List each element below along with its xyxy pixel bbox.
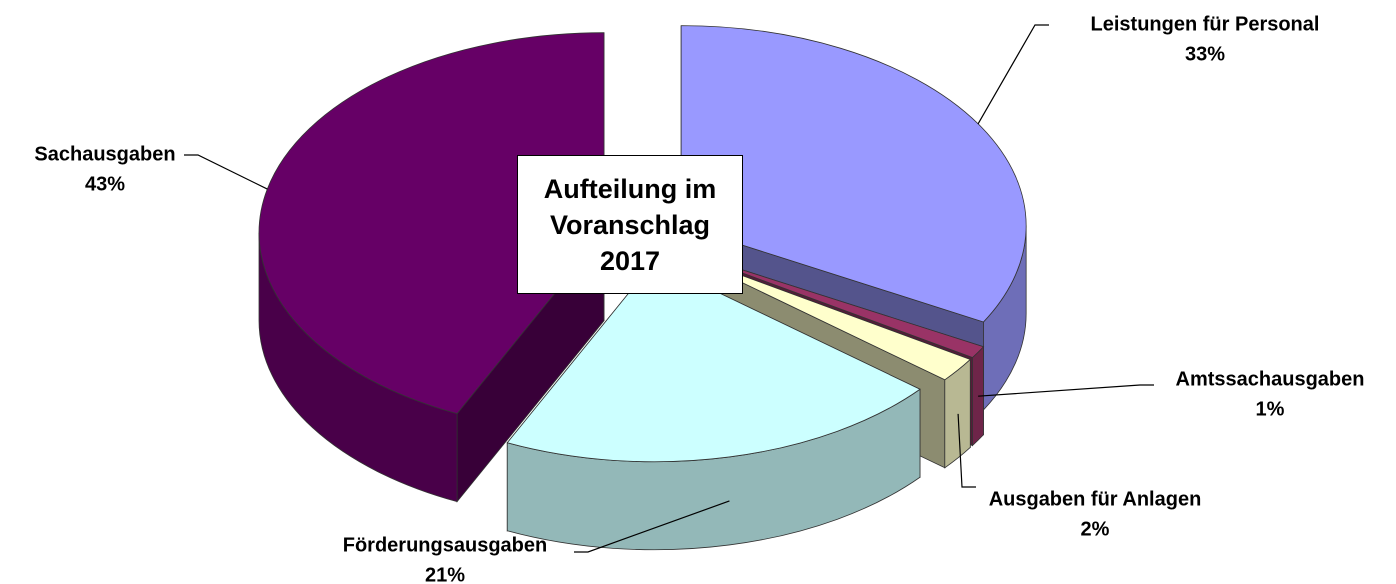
- data-label-name: Amtssachausgaben: [1176, 368, 1365, 390]
- slice: [258, 32, 605, 503]
- slice-top: [258, 32, 605, 415]
- data-label-value: 21%: [425, 564, 465, 584]
- chart-title: Aufteilung im Voranschlag 2017: [517, 155, 743, 294]
- data-label-value: 33%: [1185, 43, 1225, 65]
- data-label-value: 2%: [1081, 518, 1110, 540]
- slice-top: [680, 25, 1027, 323]
- data-label-name: Leistungen für Personal: [1091, 13, 1320, 35]
- slice-top: [681, 250, 985, 359]
- leader-line: [184, 154, 268, 190]
- data-label-name: Ausgaben für Anlagen: [989, 488, 1202, 510]
- data-label-name: Förderungsausgaben: [343, 534, 547, 556]
- leader-line: [977, 24, 1049, 125]
- data-label-value: 43%: [85, 173, 125, 195]
- data-label-name: Sachausgaben: [34, 143, 175, 165]
- slice-top: [506, 261, 921, 463]
- leader-line: [957, 413, 976, 488]
- leader-line: [978, 384, 1154, 397]
- slice-top: [678, 251, 972, 381]
- data-label-value: 1%: [1256, 398, 1285, 420]
- slice: [506, 260, 921, 551]
- leader-line: [574, 500, 730, 553]
